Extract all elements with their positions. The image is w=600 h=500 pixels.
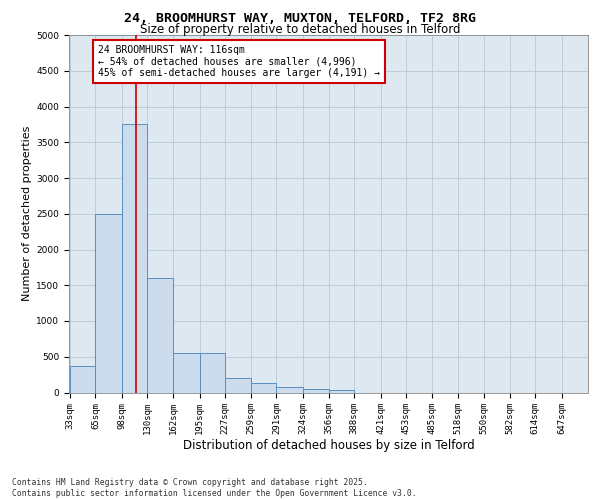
X-axis label: Distribution of detached houses by size in Telford: Distribution of detached houses by size … <box>182 438 475 452</box>
Y-axis label: Number of detached properties: Number of detached properties <box>22 126 32 302</box>
Bar <box>173 353 200 393</box>
Bar <box>329 390 354 392</box>
Text: Size of property relative to detached houses in Telford: Size of property relative to detached ho… <box>140 22 460 36</box>
Bar <box>251 383 277 392</box>
Bar <box>122 124 148 392</box>
Text: 24, BROOMHURST WAY, MUXTON, TELFORD, TF2 8RG: 24, BROOMHURST WAY, MUXTON, TELFORD, TF2… <box>124 12 476 24</box>
Bar <box>148 278 173 392</box>
Bar <box>70 366 95 392</box>
Text: Contains HM Land Registry data © Crown copyright and database right 2025.
Contai: Contains HM Land Registry data © Crown c… <box>12 478 416 498</box>
Bar <box>200 353 225 393</box>
Text: 24 BROOMHURST WAY: 116sqm
← 54% of detached houses are smaller (4,996)
45% of se: 24 BROOMHURST WAY: 116sqm ← 54% of detac… <box>98 45 380 78</box>
Bar <box>277 387 303 392</box>
Bar <box>225 378 251 392</box>
Bar <box>303 389 329 392</box>
Bar <box>95 214 122 392</box>
